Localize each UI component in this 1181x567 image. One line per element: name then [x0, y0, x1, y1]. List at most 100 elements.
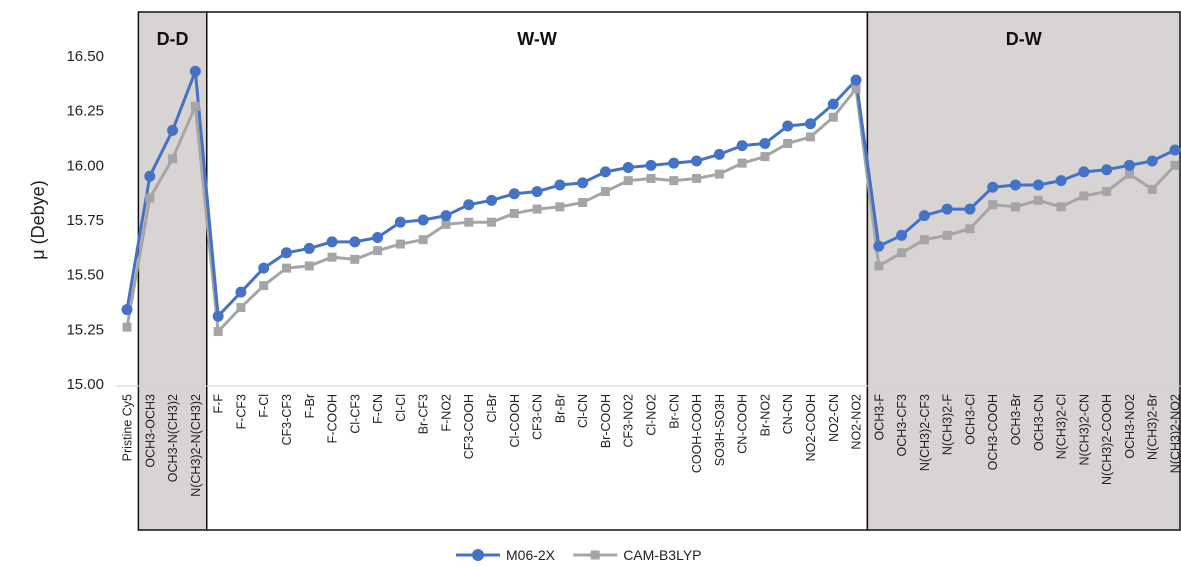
- x-tick-label: Cl-Br: [485, 394, 499, 422]
- x-tick-label: F-Br: [303, 394, 317, 418]
- data-point-cam-b3lyp: [600, 187, 610, 197]
- region-band-w-w: [205, 11, 869, 531]
- x-tick-label: OCH3-F: [872, 394, 886, 441]
- x-tick-label: CF3-NO2: [622, 394, 636, 448]
- data-point-cam-b3lyp: [145, 193, 155, 203]
- x-tick-label: Br-Br: [553, 394, 567, 423]
- x-tick-label: F-NO2: [439, 394, 453, 432]
- data-point-cam-b3lyp: [236, 302, 246, 312]
- x-tick-label: N(CH3)2-COOH: [1100, 394, 1114, 485]
- data-point-cam-b3lyp: [1056, 202, 1066, 212]
- x-tick-label: F-COOH: [326, 394, 340, 443]
- data-point-m06-2x: [1123, 159, 1135, 171]
- x-tick-label: Cl-Cl: [394, 394, 408, 422]
- data-point-cam-b3lyp: [737, 158, 747, 168]
- x-tick-label: NO2-COOH: [804, 394, 818, 461]
- data-point-m06-2x: [486, 194, 498, 206]
- x-tick-label: N(CH3)2-CN: [1077, 394, 1091, 466]
- data-point-m06-2x: [1169, 144, 1181, 156]
- y-tick-label: 15.00: [66, 376, 104, 393]
- x-tick-label: CN-CN: [781, 394, 795, 434]
- data-point-m06-2x: [1146, 155, 1158, 167]
- data-point-m06-2x: [736, 140, 748, 152]
- data-point-cam-b3lyp: [714, 169, 724, 179]
- y-tick-label: 15.75: [66, 212, 104, 229]
- data-point-m06-2x: [782, 120, 794, 132]
- data-point-m06-2x: [189, 65, 201, 77]
- y-tick-label: 15.50: [66, 267, 104, 284]
- x-tick-label: N(CH3)2-NO2: [1169, 394, 1181, 473]
- x-tick-label: OCH3-Cl: [963, 394, 977, 445]
- data-point-cam-b3lyp: [464, 217, 474, 227]
- data-point-cam-b3lyp: [783, 138, 793, 148]
- data-point-m06-2x: [349, 236, 361, 248]
- x-tick-label: Br-CF3: [417, 394, 431, 434]
- data-point-m06-2x: [873, 240, 885, 252]
- x-tick-label: Cl-COOH: [508, 394, 522, 447]
- data-point-m06-2x: [463, 199, 475, 211]
- data-point-cam-b3lyp: [213, 327, 223, 337]
- data-point-m06-2x: [668, 157, 680, 169]
- x-tick-label: CF3-CN: [531, 394, 545, 440]
- data-point-cam-b3lyp: [259, 281, 269, 291]
- x-tick-label: F-Cl: [257, 394, 271, 418]
- x-tick-label: Cl-CF3: [348, 394, 362, 434]
- data-point-m06-2x: [280, 247, 292, 259]
- data-point-cam-b3lyp: [555, 202, 565, 212]
- data-point-cam-b3lyp: [805, 132, 815, 142]
- x-tick-label: Br-NO2: [758, 394, 772, 436]
- data-point-m06-2x: [303, 242, 315, 254]
- data-point-m06-2x: [1101, 164, 1113, 176]
- data-point-m06-2x: [531, 186, 543, 198]
- data-point-cam-b3lyp: [1170, 160, 1180, 170]
- data-point-m06-2x: [144, 170, 156, 182]
- data-point-m06-2x: [987, 181, 999, 193]
- x-tick-label: OCH3-CF3: [895, 394, 909, 457]
- legend-marker-cam-b3lyp: [590, 550, 600, 560]
- data-point-cam-b3lyp: [1011, 202, 1021, 212]
- data-point-m06-2x: [1055, 175, 1067, 187]
- x-tick-label: CF3-CF3: [280, 394, 294, 445]
- data-point-cam-b3lyp: [281, 263, 291, 273]
- data-point-cam-b3lyp: [851, 84, 861, 94]
- data-point-cam-b3lyp: [373, 246, 383, 256]
- x-tick-label: OCH3-N(CH3)2: [166, 394, 180, 482]
- legend-label-cam-b3lyp: CAM-B3LYP: [623, 547, 701, 563]
- region-label: D-D: [157, 29, 189, 49]
- data-point-m06-2x: [167, 124, 179, 136]
- data-point-cam-b3lyp: [942, 230, 952, 240]
- region-bands: D-D W-W D-W: [137, 11, 1181, 531]
- region-label: D-W: [1006, 29, 1042, 49]
- legend-label-m06-2x: M06-2X: [506, 547, 556, 563]
- x-tick-label: F-CF3: [234, 394, 248, 429]
- data-point-cam-b3lyp: [487, 217, 497, 227]
- data-point-cam-b3lyp: [532, 204, 542, 214]
- data-point-cam-b3lyp: [1033, 195, 1043, 205]
- data-point-m06-2x: [212, 310, 224, 322]
- x-tick-label: SO3H-SO3H: [713, 394, 727, 466]
- data-point-m06-2x: [918, 210, 930, 222]
- legend-marker-m06-2x: [472, 549, 484, 561]
- region-band-d-w: [866, 11, 1181, 531]
- x-tick-label: N(CH3)2-CF3: [918, 394, 932, 471]
- x-tick-label: N(CH3)2-F: [941, 394, 955, 455]
- data-point-cam-b3lyp: [441, 219, 451, 229]
- data-point-cam-b3lyp: [646, 173, 656, 183]
- x-tick-label: N(CH3)2-Cl: [1055, 394, 1069, 459]
- x-axis-ticks: Pristine Cy5 OCH3-OCH3 OCH3-N(CH3)2 N(CH3)2…: [121, 394, 1181, 497]
- data-point-m06-2x: [508, 188, 520, 200]
- y-axis-label: μ (Debye): [28, 180, 48, 259]
- data-point-cam-b3lyp: [304, 261, 314, 271]
- data-point-m06-2x: [554, 179, 566, 191]
- x-tick-label: F-CN: [371, 394, 385, 424]
- data-point-m06-2x: [372, 231, 384, 243]
- data-point-m06-2x: [577, 177, 589, 189]
- y-tick-label: 16.00: [66, 157, 104, 174]
- data-point-cam-b3lyp: [692, 173, 702, 183]
- x-tick-label: CN-COOH: [736, 394, 750, 454]
- data-point-m06-2x: [417, 214, 429, 226]
- x-tick-label: Pristine Cy5: [121, 394, 135, 461]
- data-point-m06-2x: [121, 304, 133, 316]
- data-point-m06-2x: [1078, 166, 1090, 178]
- x-tick-label: COOH-COOH: [690, 394, 704, 473]
